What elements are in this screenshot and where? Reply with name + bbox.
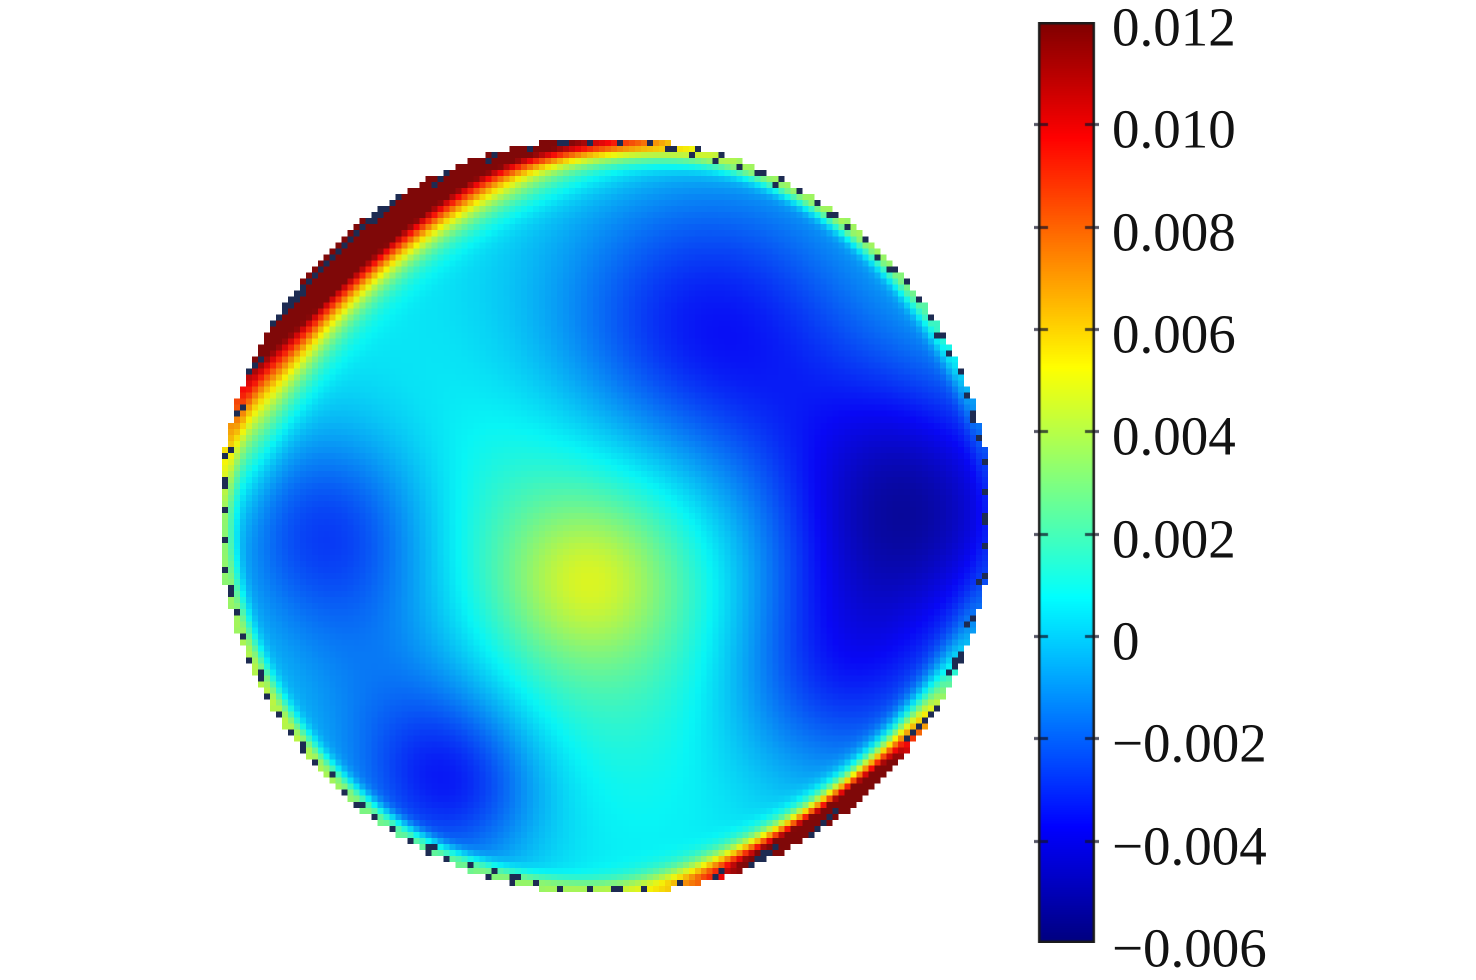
colorbar-tick-label: 0 <box>1112 610 1140 672</box>
colorbar-tick-label: −0.006 <box>1112 917 1267 979</box>
colorbar-tick-label: 0.008 <box>1112 201 1236 263</box>
colorbar-gradient <box>1034 22 1099 943</box>
circular-heatmap <box>222 140 988 892</box>
colorbar-tick-label: 0.012 <box>1112 0 1236 58</box>
colorbar-tick-label: −0.004 <box>1112 815 1267 877</box>
colorbar-tick-label: 0.010 <box>1112 98 1236 160</box>
colorbar-tick-label: 0.004 <box>1112 405 1236 467</box>
colorbar-tick-label: 0.002 <box>1112 508 1236 570</box>
colorbar-tick-label: 0.006 <box>1112 303 1236 365</box>
colorbar-tick-label: −0.002 <box>1112 712 1267 774</box>
